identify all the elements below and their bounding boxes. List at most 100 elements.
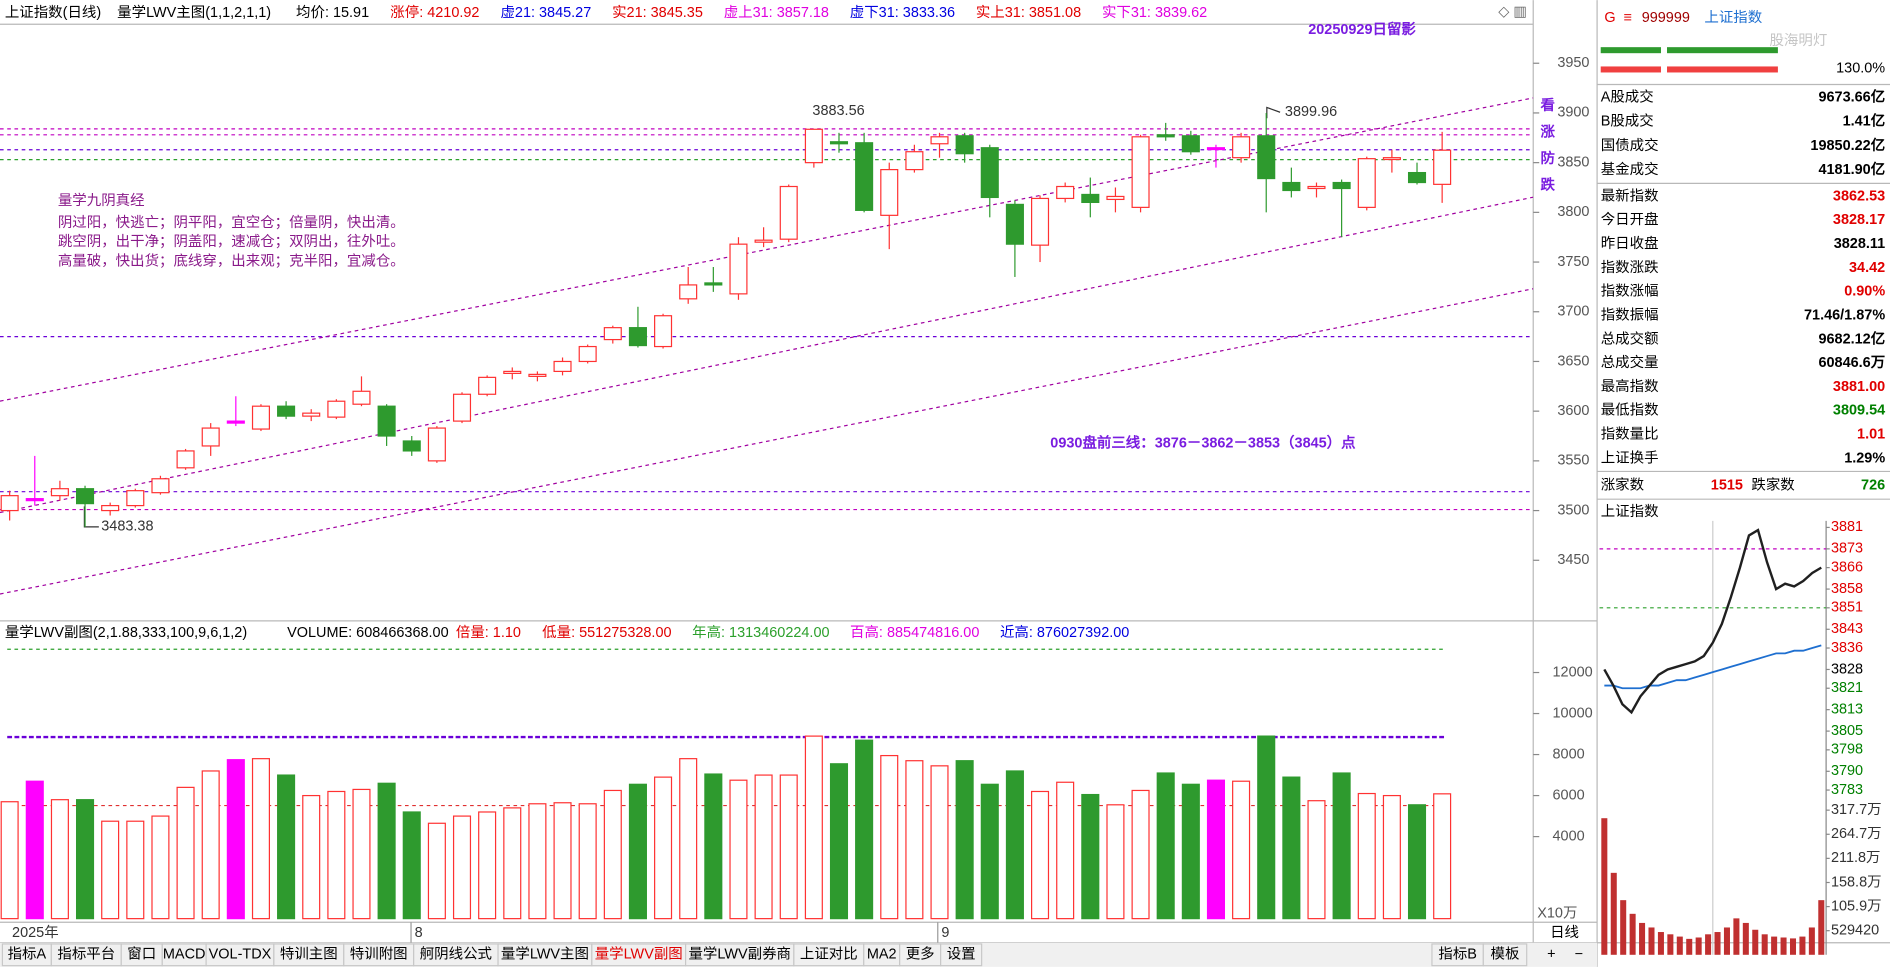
tab-label[interactable]: 量学LWV副券商 (688, 946, 791, 963)
tab-label[interactable]: 更多 (906, 946, 935, 963)
candle-body (427, 427, 446, 462)
tab-label[interactable]: 特训主图 (280, 946, 338, 963)
candle-body (1433, 149, 1452, 185)
price-line (1603, 528, 1822, 715)
stamp: 20250929日留影 (1308, 20, 1416, 38)
candle-body (528, 373, 547, 377)
header-item: 虚21: 3845.27 (500, 4, 591, 21)
tab-label[interactable]: 上证对比 (800, 946, 858, 963)
quote-label: 上证换手 (1601, 449, 1659, 466)
tab-label[interactable]: MA2 (867, 947, 897, 963)
volume-bar (779, 774, 798, 920)
candle-body (201, 427, 220, 447)
candle-body (654, 315, 673, 348)
y-tick-label: 3600 (1557, 403, 1589, 419)
poem-title: 量学九阴真经 (58, 191, 145, 209)
quote-value: 9673.66亿 (1818, 88, 1885, 106)
header-item: 上证指数(日线) (5, 4, 101, 21)
volume-header-item: 倍量: 1.10 (456, 624, 521, 641)
intraday-volume-bar (1610, 872, 1617, 955)
tab[interactable] (1482, 943, 1528, 967)
volume-bar (930, 765, 949, 920)
volume-bar (126, 820, 145, 920)
candle-body (905, 151, 924, 171)
candle-body (302, 412, 321, 417)
tab-label[interactable]: 模板 (1491, 945, 1520, 963)
volume-bar (955, 760, 974, 920)
y-tick-label: 4000 (1553, 828, 1585, 844)
watermark: 股海明灯 (1769, 32, 1827, 49)
bid-bar (1600, 47, 1661, 54)
tab-label[interactable]: 舸阴线公式 (420, 945, 492, 963)
candle-body (101, 504, 120, 512)
side-note-char: 跌 (1540, 177, 1555, 194)
volume-bar (553, 802, 572, 920)
header-item: 虚上31: 3857.18 (724, 4, 829, 21)
volume-bar (503, 807, 522, 920)
zoom-in[interactable]: + (1547, 947, 1555, 963)
channel-line (0, 97, 1534, 402)
candle-body (1181, 135, 1200, 153)
volume-bar (1357, 792, 1376, 920)
candle-body (804, 128, 823, 164)
tab-label[interactable]: 量学LWV主图 (501, 946, 589, 963)
candle-body (327, 400, 346, 418)
volume-bar (1156, 772, 1175, 920)
intraday-volume-bar (1818, 900, 1825, 955)
side-note-char: 看 (1540, 97, 1554, 114)
tab-label[interactable]: 指标B (1438, 946, 1477, 963)
stock-name: 上证指数 (1704, 9, 1762, 26)
y-tick-label: 3798 (1831, 742, 1863, 758)
tab-label[interactable]: 指标A (8, 946, 47, 963)
y-tick-label: 3881 (1831, 519, 1863, 535)
tab[interactable] (940, 943, 983, 967)
volume-header-item: 年高: 1313460224.00 (692, 624, 829, 641)
intraday-volume-bar (1629, 913, 1636, 955)
quote-label: 今日开盘 (1601, 210, 1659, 228)
tab-label[interactable]: VOL-TDX (209, 947, 272, 963)
candle-body (402, 440, 421, 452)
volume-bar (980, 783, 999, 920)
intraday-volume-bar (1742, 922, 1749, 955)
y-tick-label: 3836 (1831, 640, 1863, 656)
candle-body (176, 450, 195, 469)
zoom-out[interactable]: − (1575, 947, 1583, 963)
tab-label[interactable]: 窗口 (127, 945, 156, 963)
intraday-volume-bar (1648, 927, 1655, 955)
candle-body (578, 345, 597, 363)
label-arrow (83, 506, 99, 528)
quote-label: B股成交 (1601, 112, 1654, 130)
intraday-volume-bar (1639, 922, 1646, 955)
tab-label[interactable]: MACD (163, 947, 206, 963)
intraday-volume-bar (1771, 936, 1778, 955)
period-label[interactable]: 日线 (1550, 924, 1579, 941)
tab-label[interactable]: 指标平台 (57, 946, 115, 963)
plan-note: 0930盘前三线：3876－3862－3853（3845）点 (1050, 434, 1356, 452)
volume-bar (201, 770, 220, 920)
candle-body (603, 327, 622, 341)
volume-bar (603, 789, 622, 920)
low-label: 3483.38 (101, 519, 153, 535)
volume-bar (1382, 794, 1401, 920)
quote-value: 1.01 (1857, 426, 1885, 442)
intraday-volume-bar (1789, 938, 1797, 955)
quote-label: 国债成交 (1601, 136, 1659, 154)
candle-body (126, 490, 145, 507)
y-tick-label: 3550 (1557, 453, 1589, 469)
y-tick-label: 3858 (1831, 581, 1863, 597)
window-controls[interactable]: ◇ ▥ (1498, 4, 1527, 20)
channel-line (0, 288, 1534, 595)
tab-label[interactable]: 特训附图 (350, 946, 408, 963)
candle-body (829, 141, 849, 145)
tab-label[interactable]: 设置 (947, 946, 976, 963)
volume-bar (578, 803, 597, 920)
volume-bar (1206, 779, 1226, 920)
quote-label: 最低指数 (1601, 402, 1659, 419)
tab-label[interactable]: 量学LWV副图 (595, 946, 683, 963)
y-tick-label: 3843 (1831, 621, 1863, 637)
volume-bar (101, 820, 120, 920)
date-label: 8 (415, 925, 423, 941)
volume-bar (402, 811, 421, 920)
volume-header-item: 近高: 876027392.00 (1000, 624, 1129, 641)
